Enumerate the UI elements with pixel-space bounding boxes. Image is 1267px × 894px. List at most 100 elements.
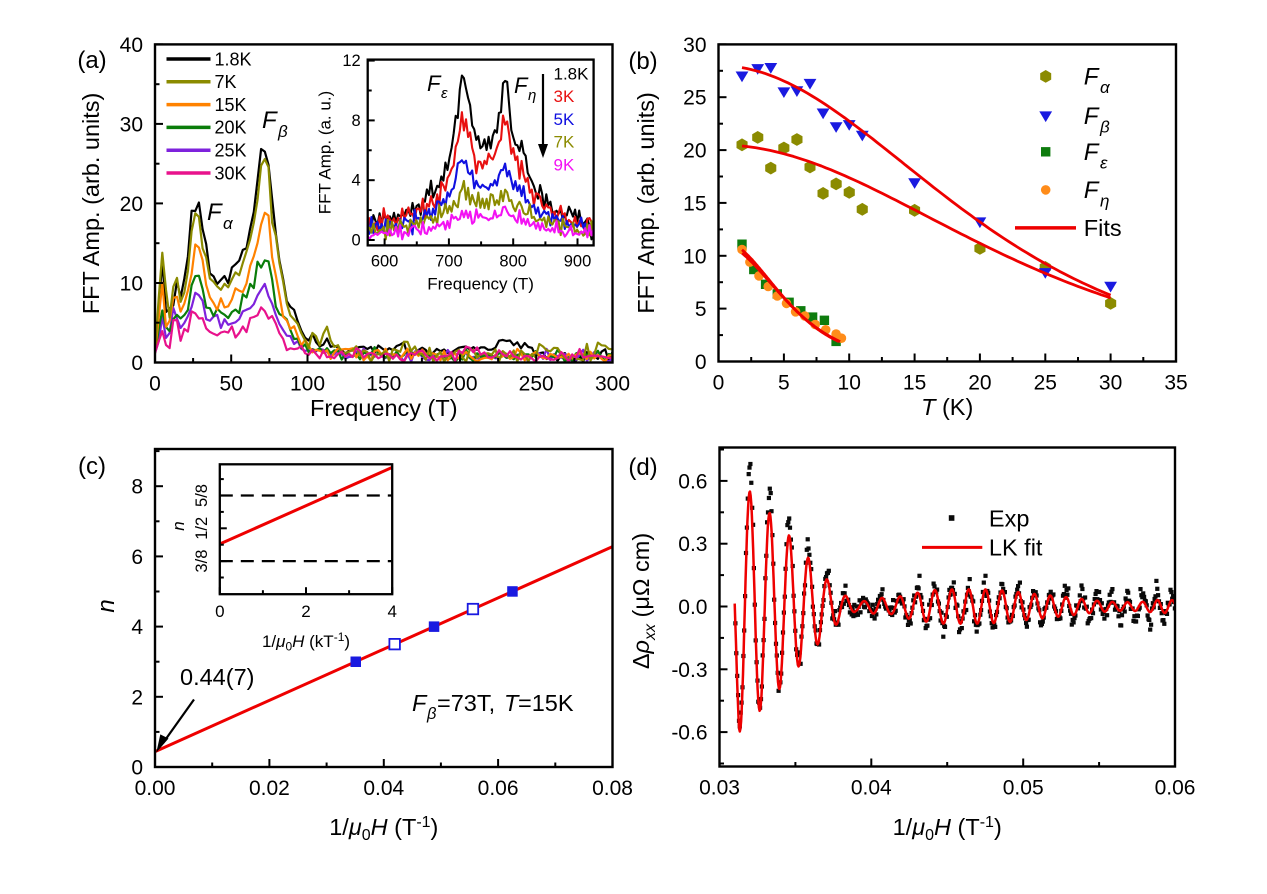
svg-text:0: 0 <box>352 232 361 250</box>
svg-text:α: α <box>1100 78 1111 97</box>
svg-text:0.02: 0.02 <box>249 777 290 800</box>
svg-text:35: 35 <box>1164 372 1187 395</box>
svg-text:α: α <box>223 214 234 233</box>
svg-text:FFT Amp. (arb. units): FFT Amp. (arb. units) <box>78 93 104 315</box>
svg-text:0.00: 0.00 <box>135 777 176 800</box>
svg-text:9K: 9K <box>554 156 575 175</box>
svg-text:20: 20 <box>120 193 143 216</box>
svg-text:(c): (c) <box>78 453 106 480</box>
svg-text:4: 4 <box>131 616 143 639</box>
svg-text:n: n <box>169 521 188 530</box>
svg-text:20: 20 <box>683 140 706 163</box>
svg-text:Fits: Fits <box>1084 215 1122 241</box>
svg-text:0: 0 <box>713 372 725 395</box>
svg-text:F: F <box>1084 177 1100 204</box>
svg-text:800: 800 <box>499 252 527 270</box>
svg-text:900: 900 <box>564 252 592 270</box>
svg-text:n: n <box>93 599 120 612</box>
svg-text:0.04: 0.04 <box>363 777 404 800</box>
svg-text:0: 0 <box>149 373 161 396</box>
svg-text:3K: 3K <box>554 87 575 106</box>
svg-text:0.06: 0.06 <box>1155 777 1196 800</box>
svg-text:0: 0 <box>131 757 143 780</box>
svg-text:12: 12 <box>342 52 360 70</box>
svg-text:F: F <box>262 107 278 134</box>
svg-text:0: 0 <box>131 352 143 375</box>
svg-text:0.0: 0.0 <box>678 596 707 619</box>
svg-text:15: 15 <box>683 192 706 215</box>
svg-text:150: 150 <box>366 373 401 396</box>
svg-text:5/8: 5/8 <box>193 484 211 507</box>
svg-text:(d): (d) <box>628 454 657 481</box>
svg-text:7K: 7K <box>215 72 237 92</box>
svg-text:ε: ε <box>1100 153 1108 172</box>
svg-text:15: 15 <box>903 372 926 395</box>
svg-text:3/8: 3/8 <box>193 550 211 573</box>
svg-text:β: β <box>1099 118 1110 137</box>
svg-text:5K: 5K <box>554 110 575 129</box>
svg-text:5: 5 <box>778 372 790 395</box>
svg-text:0.04: 0.04 <box>851 777 892 800</box>
svg-text:=73T,: =73T, <box>437 690 495 716</box>
svg-text:20: 20 <box>968 372 991 395</box>
svg-text:(a): (a) <box>77 47 106 74</box>
svg-text:250: 250 <box>519 373 554 396</box>
svg-text:β: β <box>426 705 437 723</box>
svg-text:20K: 20K <box>215 118 247 138</box>
svg-text:0.06: 0.06 <box>478 777 519 800</box>
svg-text:T (K): T (K) <box>921 394 973 420</box>
svg-text:=15K: =15K <box>518 690 574 716</box>
svg-text:FFT Amp. (arb. units): FFT Amp. (arb. units) <box>633 92 659 314</box>
svg-text:30: 30 <box>1099 372 1122 395</box>
svg-text:F: F <box>1084 64 1100 91</box>
svg-text:50: 50 <box>220 373 243 396</box>
svg-text:1/2: 1/2 <box>193 517 211 540</box>
svg-text:ε: ε <box>441 85 448 102</box>
svg-text:10: 10 <box>683 245 706 268</box>
svg-text:6: 6 <box>131 546 143 569</box>
svg-text:η: η <box>528 87 536 104</box>
svg-text:8: 8 <box>131 476 143 499</box>
svg-text:Δρxx (μΩ cm): Δρxx (μΩ cm) <box>628 533 659 669</box>
svg-text:F: F <box>207 199 223 226</box>
svg-text:FFT Amp. (a. u.): FFT Amp. (a. u.) <box>316 91 335 214</box>
svg-text:-0.3: -0.3 <box>671 659 707 682</box>
svg-text:10: 10 <box>120 273 143 296</box>
svg-text:F: F <box>412 690 428 716</box>
svg-text:β: β <box>277 122 288 141</box>
svg-text:(b): (b) <box>628 48 657 75</box>
svg-text:F: F <box>1084 139 1100 166</box>
svg-text:4: 4 <box>387 602 396 621</box>
svg-text:Frequency (T): Frequency (T) <box>427 274 534 293</box>
svg-text:8: 8 <box>352 112 361 130</box>
svg-text:0: 0 <box>695 351 707 374</box>
svg-text:T: T <box>504 690 520 716</box>
svg-text:5: 5 <box>695 298 707 321</box>
svg-text:25: 25 <box>683 87 706 110</box>
svg-text:0: 0 <box>215 602 224 621</box>
svg-text:-0.6: -0.6 <box>671 722 707 745</box>
svg-text:0.03: 0.03 <box>699 777 740 800</box>
svg-text:0.3: 0.3 <box>678 533 707 556</box>
svg-text:30: 30 <box>120 113 143 136</box>
svg-text:15K: 15K <box>215 95 247 115</box>
svg-text:η: η <box>1100 191 1109 210</box>
svg-text:F: F <box>514 73 529 98</box>
svg-text:1.8K: 1.8K <box>554 64 590 83</box>
svg-text:0.6: 0.6 <box>678 470 707 493</box>
svg-text:30K: 30K <box>215 163 247 183</box>
svg-text:600: 600 <box>371 252 399 270</box>
svg-text:1/μ0H (kT-1): 1/μ0H (kT-1) <box>262 630 350 654</box>
svg-text:Exp: Exp <box>989 505 1030 531</box>
svg-text:1.8K: 1.8K <box>215 49 252 69</box>
svg-text:300: 300 <box>595 373 630 396</box>
svg-text:2: 2 <box>301 602 310 621</box>
svg-text:40: 40 <box>120 34 143 57</box>
svg-text:Frequency (T): Frequency (T) <box>310 395 458 421</box>
svg-text:0.05: 0.05 <box>1003 777 1044 800</box>
svg-text:200: 200 <box>442 373 477 396</box>
svg-text:2: 2 <box>131 686 143 709</box>
svg-text:25: 25 <box>1034 372 1057 395</box>
svg-text:0.08: 0.08 <box>592 777 633 800</box>
svg-text:0.44(7): 0.44(7) <box>180 664 254 690</box>
